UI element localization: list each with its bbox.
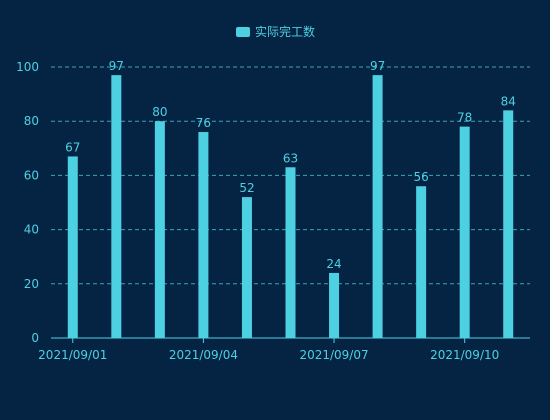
x-tick-label: 2021/09/07 xyxy=(299,348,368,362)
x-tick-label: 2021/09/10 xyxy=(430,348,499,362)
bar xyxy=(416,186,427,338)
legend-label: 实际完工数 xyxy=(255,24,315,39)
bar xyxy=(503,110,514,338)
y-tick-label: 100 xyxy=(16,60,39,74)
bar xyxy=(329,272,340,338)
data-label: 80 xyxy=(152,105,167,119)
bar xyxy=(111,75,122,338)
data-label: 67 xyxy=(65,140,80,154)
y-tick-label: 20 xyxy=(24,277,39,291)
bars: 67 97 80 76 52 63 24 97 56 78 84 xyxy=(65,59,516,339)
bar xyxy=(372,75,383,338)
bar xyxy=(154,121,165,338)
bar xyxy=(285,167,296,338)
legend[interactable]: 实际完工数 xyxy=(236,24,315,39)
x-axis: 2021/09/01 2021/09/04 2021/09/07 2021/09/10 xyxy=(38,337,530,362)
data-label: 76 xyxy=(196,116,211,130)
bar xyxy=(459,126,470,339)
y-tick-label: 60 xyxy=(24,168,39,182)
data-label: 52 xyxy=(239,181,254,195)
bar xyxy=(67,156,78,338)
data-label: 97 xyxy=(109,59,124,73)
y-tick-label: 0 xyxy=(31,331,39,345)
data-label: 63 xyxy=(283,151,298,165)
legend-swatch xyxy=(236,27,250,37)
data-label: 24 xyxy=(326,257,341,271)
data-label: 78 xyxy=(457,111,472,125)
data-label: 97 xyxy=(370,59,385,73)
x-tick-label: 2021/09/01 xyxy=(38,348,107,362)
y-axis: 0 20 40 60 80 100 xyxy=(16,60,39,345)
data-label: 84 xyxy=(501,94,516,108)
y-tick-label: 80 xyxy=(24,114,39,128)
x-tick-label: 2021/09/04 xyxy=(169,348,238,362)
y-tick-label: 40 xyxy=(24,223,39,237)
bar xyxy=(241,197,252,338)
bar xyxy=(198,132,209,338)
data-label: 56 xyxy=(413,170,428,184)
